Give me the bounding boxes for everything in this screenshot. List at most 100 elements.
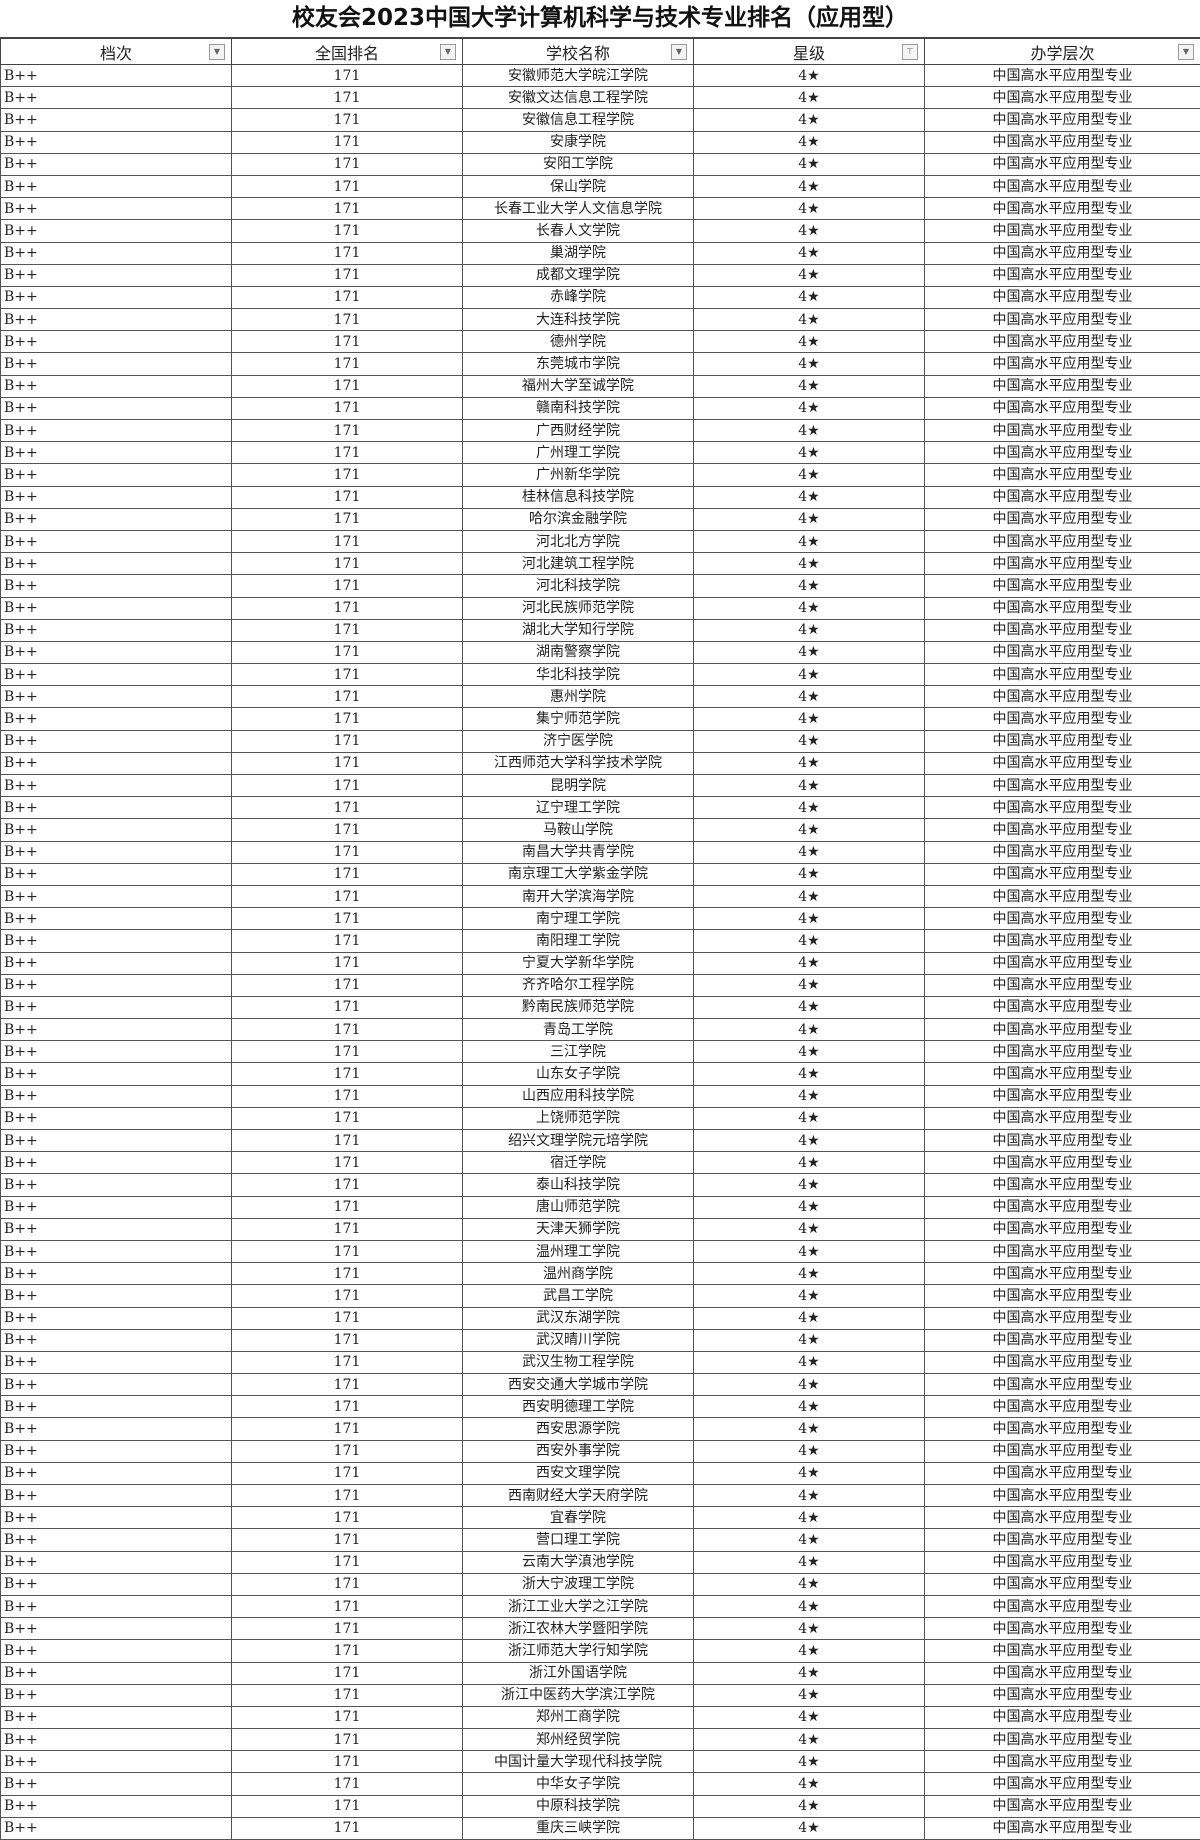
stars-cell[interactable]: 4★ — [693, 1705, 925, 1730]
level-cell[interactable]: 中国高水平应用型专业 — [924, 1173, 1200, 1197]
stars-cell[interactable]: 4★ — [693, 130, 925, 154]
stars-cell[interactable]: 4★ — [693, 241, 925, 265]
school-cell[interactable]: 济宁医学院 — [462, 729, 694, 753]
tier-cell[interactable]: B++ — [0, 773, 232, 798]
school-cell[interactable]: 哈尔滨金融学院 — [462, 507, 694, 531]
rank-cell[interactable]: 171 — [231, 1128, 463, 1153]
dropdown-arrow-icon[interactable]: ▼ — [440, 44, 456, 60]
school-cell[interactable]: 成都文理学院 — [462, 263, 694, 287]
stars-cell[interactable]: 4★ — [693, 1395, 925, 1419]
rank-cell[interactable]: 171 — [231, 552, 463, 576]
rank-cell[interactable]: 171 — [231, 130, 463, 154]
stars-cell[interactable]: 4★ — [693, 463, 925, 487]
stars-cell[interactable]: 4★ — [693, 1328, 925, 1352]
rank-cell[interactable]: 171 — [231, 1506, 463, 1530]
stars-cell[interactable]: 4★ — [693, 330, 925, 354]
tier-cell[interactable]: B++ — [0, 729, 232, 753]
rank-cell[interactable]: 171 — [231, 1195, 463, 1219]
level-cell[interactable]: 中国高水平应用型专业 — [924, 1284, 1200, 1308]
rank-cell[interactable]: 171 — [231, 1639, 463, 1663]
level-cell[interactable]: 中国高水平应用型专业 — [924, 796, 1200, 820]
stars-cell[interactable]: 4★ — [693, 108, 925, 132]
school-cell[interactable]: 昆明学院 — [462, 773, 694, 798]
level-cell[interactable]: 中国高水平应用型专业 — [924, 396, 1200, 421]
rank-cell[interactable]: 171 — [231, 729, 463, 753]
tier-cell[interactable]: B++ — [0, 529, 232, 554]
school-cell[interactable]: 浙江中医药大学滨江学院 — [462, 1683, 694, 1707]
stars-cell[interactable]: 4★ — [693, 174, 925, 199]
tier-cell[interactable]: B++ — [0, 818, 232, 842]
school-cell[interactable]: 南昌大学共青学院 — [462, 840, 694, 864]
level-cell[interactable]: 中国高水平应用型专业 — [924, 1794, 1200, 1818]
rank-cell[interactable]: 171 — [231, 862, 463, 886]
tier-cell[interactable]: B++ — [0, 1328, 232, 1352]
rank-cell[interactable]: 171 — [231, 1661, 463, 1685]
stars-cell[interactable]: 4★ — [693, 1239, 925, 1264]
school-cell[interactable]: 云南大学滇池学院 — [462, 1550, 694, 1574]
level-cell[interactable]: 中国高水平应用型专业 — [924, 862, 1200, 886]
tier-cell[interactable]: B++ — [0, 751, 232, 776]
stars-cell[interactable]: 4★ — [693, 197, 925, 221]
stars-cell[interactable]: 4★ — [693, 219, 925, 243]
stars-cell[interactable]: 4★ — [693, 1018, 925, 1042]
stars-cell[interactable]: 4★ — [693, 1350, 925, 1375]
level-cell[interactable]: 中国高水平应用型专业 — [924, 152, 1200, 176]
stars-cell[interactable]: 4★ — [693, 1483, 925, 1508]
level-cell[interactable]: 中国高水平应用型专业 — [924, 374, 1200, 398]
rank-cell[interactable]: 171 — [231, 1040, 463, 1064]
stars-cell[interactable]: 4★ — [693, 1617, 925, 1641]
school-cell[interactable]: 浙大宁波理工学院 — [462, 1572, 694, 1596]
tier-cell[interactable]: B++ — [0, 1217, 232, 1241]
school-cell[interactable]: 中国计量大学现代科技学院 — [462, 1750, 694, 1774]
level-cell[interactable]: 中国高水平应用型专业 — [924, 330, 1200, 354]
school-cell[interactable]: 武汉晴川学院 — [462, 1328, 694, 1352]
tier-cell[interactable]: B++ — [0, 197, 232, 221]
stars-cell[interactable]: 4★ — [693, 1728, 925, 1752]
tier-cell[interactable]: B++ — [0, 1284, 232, 1308]
tier-cell[interactable]: B++ — [0, 285, 232, 310]
rank-cell[interactable]: 171 — [231, 707, 463, 731]
level-cell[interactable]: 中国高水平应用型专业 — [924, 1195, 1200, 1219]
stars-cell[interactable]: 4★ — [693, 618, 925, 642]
tier-cell[interactable]: B++ — [0, 995, 232, 1020]
school-cell[interactable]: 天津天狮学院 — [462, 1217, 694, 1241]
level-cell[interactable]: 中国高水平应用型专业 — [924, 1417, 1200, 1441]
tier-cell[interactable]: B++ — [0, 1350, 232, 1375]
rank-cell[interactable]: 171 — [231, 1106, 463, 1131]
school-cell[interactable]: 南京理工大学紫金学院 — [462, 862, 694, 886]
stars-cell[interactable]: 4★ — [693, 818, 925, 842]
level-cell[interactable]: 中国高水平应用型专业 — [924, 1217, 1200, 1241]
school-cell[interactable]: 江西师范大学科学技术学院 — [462, 751, 694, 776]
school-cell[interactable]: 西安文理学院 — [462, 1461, 694, 1486]
tier-cell[interactable]: B++ — [0, 1439, 232, 1463]
tier-cell[interactable]: B++ — [0, 685, 232, 709]
tier-cell[interactable]: B++ — [0, 263, 232, 287]
tier-cell[interactable]: B++ — [0, 1262, 232, 1286]
rank-cell[interactable]: 171 — [231, 1062, 463, 1086]
rank-cell[interactable]: 171 — [231, 773, 463, 798]
rank-cell[interactable]: 171 — [231, 241, 463, 265]
level-cell[interactable]: 中国高水平应用型专业 — [924, 574, 1200, 598]
school-cell[interactable]: 重庆三峡学院 — [462, 1816, 694, 1840]
school-cell[interactable]: 安徽文达信息工程学院 — [462, 86, 694, 110]
level-cell[interactable]: 中国高水平应用型专业 — [924, 951, 1200, 975]
school-cell[interactable]: 安阳工学院 — [462, 152, 694, 176]
rank-cell[interactable]: 171 — [231, 396, 463, 421]
tier-cell[interactable]: B++ — [0, 1594, 232, 1619]
stars-cell[interactable]: 4★ — [693, 552, 925, 576]
school-cell[interactable]: 河北建筑工程学院 — [462, 552, 694, 576]
school-cell[interactable]: 辽宁理工学院 — [462, 796, 694, 820]
tier-cell[interactable]: B++ — [0, 108, 232, 132]
rank-cell[interactable]: 171 — [231, 152, 463, 176]
level-cell[interactable]: 中国高水平应用型专业 — [924, 1373, 1200, 1397]
tier-cell[interactable]: B++ — [0, 1106, 232, 1131]
stars-cell[interactable]: 4★ — [693, 1040, 925, 1064]
rank-cell[interactable]: 171 — [231, 1728, 463, 1752]
tier-cell[interactable]: B++ — [0, 1306, 232, 1330]
tier-cell[interactable]: B++ — [0, 352, 232, 376]
rank-cell[interactable]: 171 — [231, 618, 463, 642]
tier-cell[interactable]: B++ — [0, 152, 232, 176]
stars-cell[interactable]: 4★ — [693, 1572, 925, 1596]
tier-cell[interactable]: B++ — [0, 1483, 232, 1508]
school-cell[interactable]: 巢湖学院 — [462, 241, 694, 265]
